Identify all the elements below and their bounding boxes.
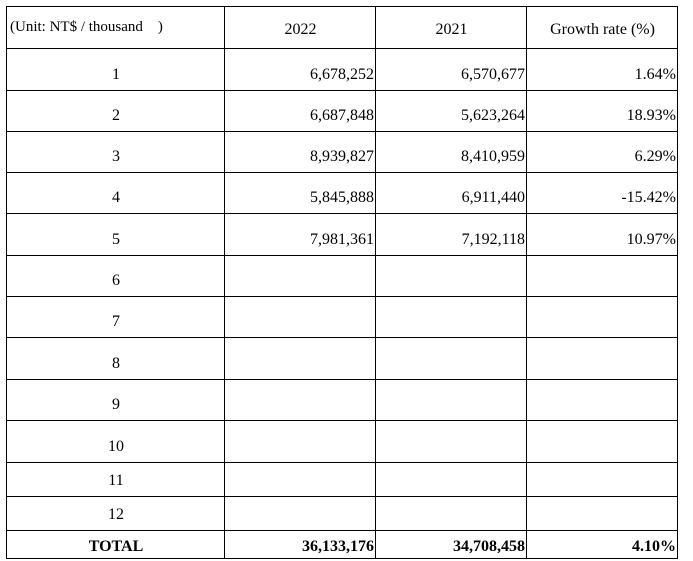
value-2021-cell — [375, 496, 527, 531]
growth-cell — [526, 337, 678, 380]
total-growth-value: 4.10% — [526, 530, 678, 559]
table-row: 3 8,939,827 8,410,959 6.29% — [6, 131, 678, 173]
table-row: 6 — [6, 255, 678, 297]
month-cell: 5 — [6, 213, 225, 256]
value-2022-cell — [224, 496, 376, 531]
value-2021-cell: 6,911,440 — [375, 172, 527, 214]
value-2021-cell — [375, 296, 527, 338]
value-2021-cell — [375, 379, 527, 421]
value-2021-cell — [375, 255, 527, 297]
year-2022-header: 2022 — [224, 6, 376, 49]
month-cell: 11 — [6, 462, 225, 497]
value-2021-cell — [375, 337, 527, 380]
table-row: 7 — [6, 296, 678, 338]
year-2021-header: 2021 — [375, 6, 527, 49]
growth-rate-header: Growth rate (%) — [526, 6, 678, 49]
value-2022-cell: 7,981,361 — [224, 213, 376, 256]
value-2021-cell: 6,570,677 — [375, 48, 527, 91]
month-cell: 4 — [6, 172, 225, 214]
month-cell: 12 — [6, 496, 225, 531]
value-2022-cell: 8,939,827 — [224, 131, 376, 173]
table-row: 10 — [6, 420, 678, 463]
value-2022-cell: 5,845,888 — [224, 172, 376, 214]
value-2022-cell: 6,678,252 — [224, 48, 376, 91]
value-2021-cell: 7,192,118 — [375, 213, 527, 256]
value-2022-cell — [224, 255, 376, 297]
total-2021-value: 34,708,458 — [375, 530, 527, 559]
month-cell: 1 — [6, 48, 225, 91]
table-row: 2 6,687,848 5,623,264 18.93% — [6, 90, 678, 132]
value-2022-cell — [224, 379, 376, 421]
table-row: 12 — [6, 496, 678, 531]
table-row: 4 5,845,888 6,911,440 -15.42% — [6, 172, 678, 214]
growth-cell — [526, 420, 678, 463]
table-row: 5 7,981,361 7,192,118 10.97% — [6, 213, 678, 256]
value-2021-cell — [375, 462, 527, 497]
value-2021-cell: 5,623,264 — [375, 90, 527, 132]
month-cell: 10 — [6, 420, 225, 463]
revenue-table: (Unit: NT$ / thousand ) 2022 2021 Growth… — [6, 6, 678, 559]
growth-cell: 10.97% — [526, 213, 678, 256]
table-row: 1 6,678,252 6,570,677 1.64% — [6, 48, 678, 91]
total-label: TOTAL — [6, 530, 225, 559]
month-cell: 9 — [6, 379, 225, 421]
total-2022-value: 36,133,176 — [224, 530, 376, 559]
growth-cell: 1.64% — [526, 48, 678, 91]
month-cell: 8 — [6, 337, 225, 380]
growth-cell — [526, 296, 678, 338]
growth-cell: 18.93% — [526, 90, 678, 132]
table-row: 9 — [6, 379, 678, 421]
value-2022-cell — [224, 420, 376, 463]
month-cell: 2 — [6, 90, 225, 132]
value-2021-cell — [375, 420, 527, 463]
growth-cell: 6.29% — [526, 131, 678, 173]
total-row: TOTAL 36,133,176 34,708,458 4.10% — [6, 530, 678, 559]
growth-cell — [526, 255, 678, 297]
table-row: 8 — [6, 337, 678, 380]
header-row: (Unit: NT$ / thousand ) 2022 2021 Growth… — [6, 6, 678, 49]
month-cell: 3 — [6, 131, 225, 173]
growth-cell: -15.42% — [526, 172, 678, 214]
growth-cell — [526, 496, 678, 531]
value-2021-cell: 8,410,959 — [375, 131, 527, 173]
month-cell: 7 — [6, 296, 225, 338]
month-cell: 6 — [6, 255, 225, 297]
value-2022-cell: 6,687,848 — [224, 90, 376, 132]
unit-label: (Unit: NT$ / thousand ) — [6, 6, 225, 49]
growth-cell — [526, 462, 678, 497]
value-2022-cell — [224, 462, 376, 497]
growth-cell — [526, 379, 678, 421]
value-2022-cell — [224, 337, 376, 380]
table-row: 11 — [6, 462, 678, 497]
value-2022-cell — [224, 296, 376, 338]
